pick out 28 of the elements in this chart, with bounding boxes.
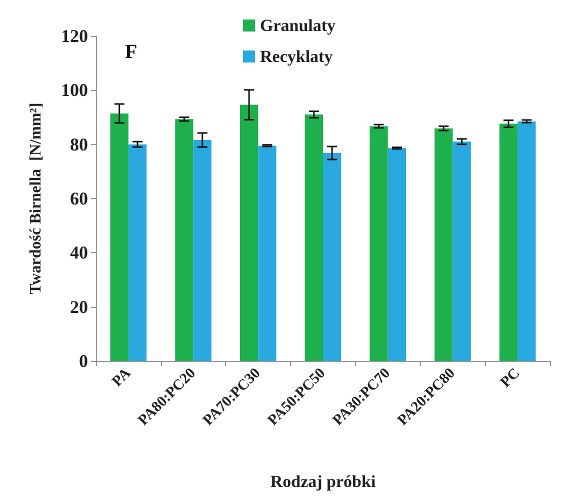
bar bbox=[323, 153, 342, 361]
y-tick-label: 40 bbox=[70, 242, 88, 263]
y-tick-label: 100 bbox=[61, 80, 88, 100]
bar bbox=[388, 148, 406, 361]
y-tick-label: 0 bbox=[79, 351, 88, 371]
x-tick-label: PA bbox=[109, 365, 134, 390]
bar bbox=[304, 114, 323, 361]
bar bbox=[499, 124, 518, 361]
bar bbox=[434, 128, 453, 361]
bar bbox=[128, 144, 147, 361]
y-tick-label: 20 bbox=[70, 296, 88, 317]
bar bbox=[518, 121, 536, 361]
y-tick-label: 120 bbox=[61, 26, 88, 46]
bar bbox=[370, 126, 388, 361]
x-tick-label: PC bbox=[498, 365, 524, 391]
bar bbox=[193, 140, 212, 361]
bar bbox=[110, 113, 128, 361]
bar bbox=[240, 104, 258, 361]
bar bbox=[258, 146, 276, 361]
bar bbox=[175, 119, 194, 361]
bar bbox=[452, 142, 471, 361]
y-tick-label: 80 bbox=[70, 134, 88, 154]
legend-label: Granulaty bbox=[260, 16, 336, 35]
annotation: F bbox=[125, 41, 138, 63]
x-axis-title: Rodzaj próbki bbox=[270, 472, 376, 491]
y-tick-label: 60 bbox=[70, 188, 88, 208]
y-axis-title: Twardość Birnella [N/mm²] bbox=[28, 102, 44, 294]
legend-label: Recyklaty bbox=[260, 47, 334, 66]
